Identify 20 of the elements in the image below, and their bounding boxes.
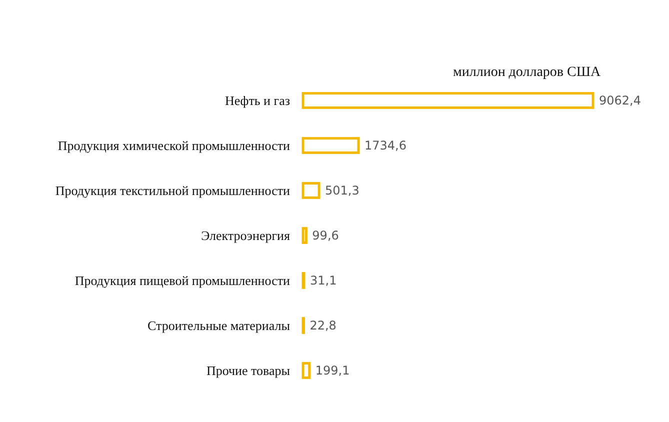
data-label: 501,3 (325, 184, 360, 198)
bar (302, 92, 594, 109)
y-tick-label: Прочие товары (206, 363, 290, 378)
bar (302, 182, 320, 199)
data-label: 1734,6 (364, 138, 407, 153)
y-tick-label: Строительные материалы (148, 318, 290, 334)
bar (302, 137, 360, 154)
data-label: 9062,4 (599, 94, 641, 108)
bar (302, 362, 311, 379)
data-label: 199,1 (315, 364, 350, 378)
y-tick-label: Продукция химической промышленности (58, 138, 290, 154)
bar (302, 227, 308, 244)
chart-title: миллион долларов США (453, 65, 602, 80)
data-label: 31,1 (310, 274, 337, 288)
y-tick-label: Продукция пищевой промышленности (74, 273, 290, 288)
y-tick-label: Электроэнергия (201, 228, 290, 244)
y-tick-label: Продукция текстильной промышленности (55, 183, 290, 198)
data-label: 99,6 (312, 228, 339, 243)
data-label: 22,8 (310, 318, 336, 333)
y-tick-label: Нефть и газ (224, 93, 290, 108)
